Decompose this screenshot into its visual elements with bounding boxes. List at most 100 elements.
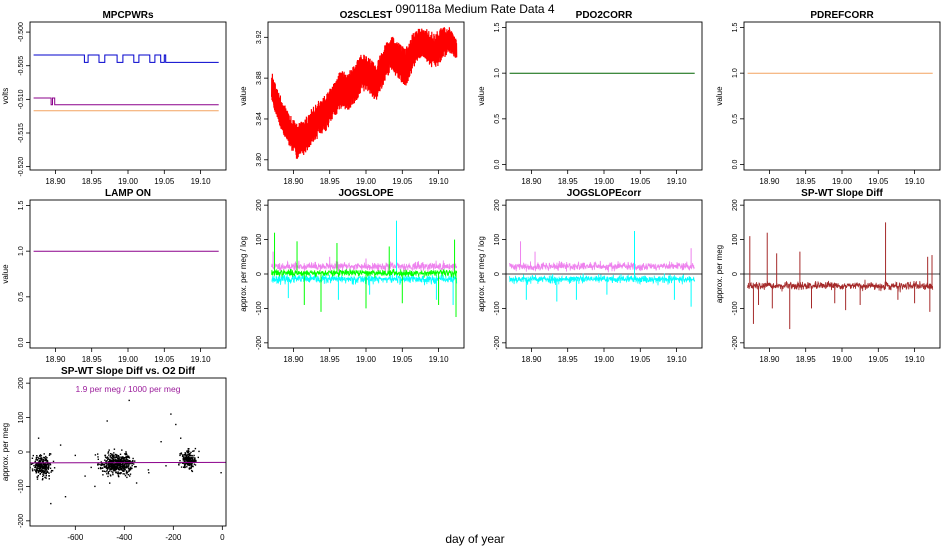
scatter-point	[39, 458, 41, 460]
scatter-point	[90, 466, 92, 469]
scatter-point	[113, 466, 115, 469]
scatter-point	[42, 471, 44, 473]
x-tick-label: 18.95	[320, 177, 341, 186]
scatter-point	[112, 457, 115, 459]
scatter-point	[186, 454, 189, 456]
scatter-point	[105, 457, 108, 459]
scatter-point	[111, 454, 113, 456]
scatter-point	[125, 453, 127, 456]
scatter-point	[112, 458, 114, 460]
scatter-point	[189, 467, 191, 469]
scatter-point	[119, 459, 121, 461]
panel-frame	[29, 21, 227, 171]
scatter-point	[112, 473, 114, 476]
scatter-point	[184, 466, 186, 469]
scatter-point	[99, 463, 101, 466]
scatter-point	[106, 468, 109, 470]
scatter-point	[115, 463, 117, 465]
scatter-point	[64, 496, 67, 498]
scatter-point	[38, 457, 40, 459]
scatter-point	[125, 460, 127, 462]
scatter-point	[32, 454, 34, 457]
panel-ylabel: approx. per meg	[715, 245, 724, 303]
scatter-point	[121, 465, 124, 467]
scatter-point	[115, 468, 117, 470]
scatter-point	[129, 467, 131, 469]
scatter-point	[109, 466, 111, 468]
scatter-point	[40, 459, 42, 461]
scatter-point	[97, 453, 99, 455]
scatter-point	[45, 466, 47, 468]
x-tick-label: 18.90	[283, 355, 304, 364]
x-tick-label: 18.90	[521, 177, 542, 186]
scatter-point	[194, 457, 196, 459]
scatter-point	[188, 456, 190, 458]
y-tick-label: -200	[18, 514, 25, 528]
scatter-point	[111, 453, 113, 455]
scatter-point	[43, 474, 45, 476]
panel-scatter: SP-WT Slope Diff vs. O2 Diff approx. per …	[1, 366, 227, 542]
scatter-point	[187, 455, 190, 458]
scatter-point	[45, 475, 47, 477]
y-tick-label: 3.88	[256, 71, 263, 85]
scatter-point	[183, 459, 185, 461]
scatter-point	[121, 456, 123, 459]
scatter-point	[49, 464, 52, 466]
y-tick-label: 100	[494, 234, 501, 246]
scatter-point	[186, 455, 188, 457]
scatter-point	[44, 464, 46, 466]
y-tick-label: -100	[256, 301, 263, 315]
scatter-point	[35, 466, 37, 469]
scatter-point	[38, 467, 40, 469]
scatter-point	[183, 454, 186, 456]
scatter-point	[108, 465, 110, 467]
scatter-point	[109, 470, 111, 472]
scatter-point	[129, 469, 132, 471]
scatter-point	[36, 476, 39, 478]
series-noise-1	[747, 279, 934, 293]
scatter-point	[124, 463, 126, 465]
y-tick-label: 100	[18, 412, 25, 424]
scatter-point	[185, 458, 187, 460]
scatter-point	[43, 468, 46, 470]
scatter-point	[45, 469, 47, 472]
scatter-point	[112, 472, 114, 474]
x-tick-label: 19.00	[594, 177, 615, 186]
scatter-point	[105, 465, 107, 467]
scatter-point	[186, 466, 188, 468]
scatter-point	[111, 461, 113, 463]
scatter-point	[40, 471, 43, 474]
scatter-point	[43, 460, 45, 462]
scatter-point	[189, 457, 192, 459]
scatter-point	[181, 455, 184, 458]
scatter-point	[109, 455, 112, 457]
scatter-point	[40, 463, 43, 466]
scatter-point	[190, 464, 193, 467]
series-line-1	[33, 54, 219, 63]
scatter-point	[184, 452, 186, 454]
scatter-point	[183, 456, 185, 458]
scatter-point	[102, 467, 104, 469]
scatter-point	[182, 454, 184, 456]
scatter-point	[117, 458, 119, 460]
scatter-point	[220, 472, 222, 474]
scatter-point	[41, 479, 44, 481]
scatter-point	[109, 464, 111, 466]
scatter-point	[119, 468, 121, 471]
scatter-point	[52, 460, 55, 463]
scatter-point	[125, 458, 127, 461]
scatter-point	[103, 463, 106, 465]
scatter-point	[127, 463, 129, 465]
scatter-point	[31, 457, 34, 459]
x-tick-label: 19.05	[868, 355, 889, 364]
scatter-point	[41, 459, 43, 461]
scatter-point	[120, 469, 122, 471]
scatter-point	[31, 470, 34, 472]
panel-ylabel: value	[1, 264, 10, 284]
figure-title: 090118a Medium Rate Data 4	[395, 2, 555, 16]
scatter-point	[108, 461, 111, 463]
x-tick-label: 19.10	[667, 355, 688, 364]
scatter-point	[37, 464, 39, 466]
scatter-point	[189, 452, 191, 455]
scatter-point	[187, 456, 189, 459]
